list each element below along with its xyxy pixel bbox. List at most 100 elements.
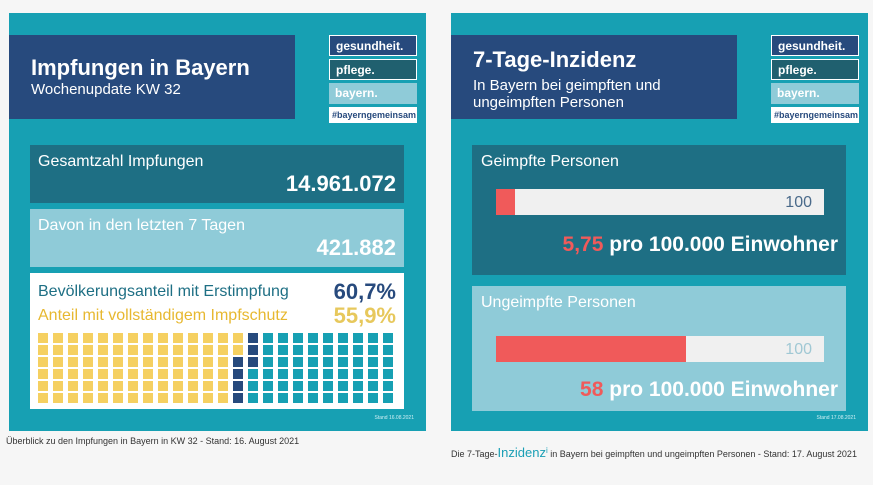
weekly-vaccinations-box: Davon in den letzten 7 Tagen 421.882 (30, 209, 404, 267)
population-cell (368, 369, 378, 379)
logo-line-2: pflege. (329, 59, 417, 80)
population-cell (128, 333, 138, 343)
title-box: Impfungen in Bayern Wochenupdate KW 32 (9, 35, 295, 119)
population-cell (188, 369, 198, 379)
logo-hashtag: #bayerngemeinsam (329, 107, 417, 123)
population-cell (248, 393, 258, 403)
population-cell (368, 333, 378, 343)
population-cell (113, 381, 123, 391)
stand-date: Stand 16.08.2021 (374, 415, 414, 421)
population-cell (248, 381, 258, 391)
population-cell (248, 333, 258, 343)
population-cell (383, 333, 393, 343)
vaccinated-label: Geimpfte Personen (481, 153, 619, 170)
population-cell (188, 345, 198, 355)
population-cell (338, 381, 348, 391)
population-cell (83, 333, 93, 343)
first-dose-value: 60,7% (333, 279, 396, 304)
total-vaccinations-label: Gesamtzahl Impfungen (38, 153, 204, 170)
population-cell (53, 345, 63, 355)
population-cell (83, 345, 93, 355)
population-cell (338, 357, 348, 367)
population-cell (173, 393, 183, 403)
population-cell (203, 345, 213, 355)
population-cell (338, 333, 348, 343)
population-cell (323, 381, 333, 391)
population-cell (263, 357, 273, 367)
population-cell (173, 369, 183, 379)
vaccinated-rate-value: 5,75 (562, 233, 604, 256)
bar-scale-max: 100 (785, 194, 812, 211)
caption-text-start: Die 7-Tage- (451, 449, 498, 459)
unvaccinated-label: Ungeimpfte Personen (481, 294, 636, 311)
population-cell (353, 345, 363, 355)
vaccinated-rate-unit: pro 100.000 Einwohner (609, 233, 838, 256)
population-cell (143, 381, 153, 391)
population-cell (383, 381, 393, 391)
population-cell (98, 357, 108, 367)
logo-line-3: bayern. (329, 83, 417, 104)
population-cell (233, 393, 243, 403)
population-cell (188, 357, 198, 367)
population-cell (278, 381, 288, 391)
vaccinated-incidence-bar: 100 (496, 189, 824, 215)
population-cell (383, 345, 393, 355)
population-cell (338, 345, 348, 355)
population-cell (218, 381, 228, 391)
population-cell (173, 381, 183, 391)
population-cell (158, 381, 168, 391)
info-icon[interactable]: i (545, 446, 548, 455)
population-cell (98, 381, 108, 391)
population-cell (233, 381, 243, 391)
population-cell (263, 381, 273, 391)
population-cell (38, 357, 48, 367)
population-cell (323, 393, 333, 403)
population-cell (323, 333, 333, 343)
population-cell (83, 381, 93, 391)
population-cell (158, 357, 168, 367)
incidence-infographic: 7-Tage-Inzidenz In Bayern bei geimpften … (451, 13, 868, 431)
population-cell (113, 333, 123, 343)
population-cell (368, 393, 378, 403)
ministry-logo: gesundheit. pflege. bayern. #bayerngemei… (329, 35, 417, 126)
population-cell (68, 333, 78, 343)
population-cell (353, 381, 363, 391)
population-cell (263, 393, 273, 403)
logo-line-3: bayern. (771, 83, 859, 104)
total-vaccinations-value: 14.961.072 (285, 171, 396, 196)
population-cell (293, 393, 303, 403)
population-cell (308, 333, 318, 343)
population-cell (143, 393, 153, 403)
population-cell (263, 369, 273, 379)
population-cell (263, 345, 273, 355)
population-cell (338, 369, 348, 379)
population-cell (308, 393, 318, 403)
population-cell (308, 369, 318, 379)
population-cell (128, 357, 138, 367)
population-cell (248, 345, 258, 355)
inzidenz-link[interactable]: Inzidenz (497, 445, 546, 460)
population-cell (293, 381, 303, 391)
population-cell (113, 369, 123, 379)
ministry-logo: gesundheit. pflege. bayern. #bayerngemei… (771, 35, 859, 126)
population-cell (158, 345, 168, 355)
population-cell (233, 357, 243, 367)
population-cell (143, 357, 153, 367)
population-cell (98, 345, 108, 355)
population-cell (203, 369, 213, 379)
population-cell (278, 393, 288, 403)
population-cell (368, 357, 378, 367)
population-cell (293, 357, 303, 367)
population-cell (188, 381, 198, 391)
weekly-vaccinations-label: Davon in den letzten 7 Tagen (38, 217, 245, 234)
population-cell (293, 345, 303, 355)
unvaccinated-rate: 58 pro 100.000 Einwohner (580, 378, 838, 402)
population-cell (323, 369, 333, 379)
population-cell (233, 345, 243, 355)
population-cell (113, 393, 123, 403)
vaccinated-incidence-fill (496, 189, 515, 215)
vaccinated-rate: 5,75 pro 100.000 Einwohner (563, 233, 838, 257)
population-cell (113, 357, 123, 367)
population-cell (68, 393, 78, 403)
population-cell (353, 333, 363, 343)
